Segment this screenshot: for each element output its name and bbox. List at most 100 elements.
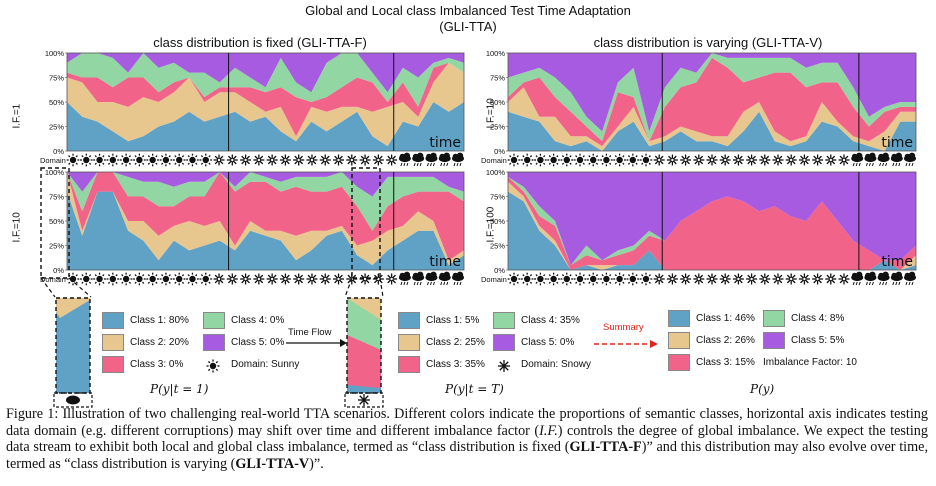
sunny-icon — [172, 272, 186, 286]
y-tick-label: 25% — [490, 123, 505, 132]
snowy-icon — [772, 154, 784, 166]
domain-label: Domain — [481, 156, 507, 165]
legend-after-domain: Domain: Snowy — [521, 359, 592, 370]
series-class2-area — [508, 87, 916, 151]
sunny-icon — [93, 153, 106, 167]
snowy-icon — [680, 154, 692, 166]
series-class4-area — [508, 53, 916, 142]
snowy-icon — [838, 273, 850, 285]
rainy-icon — [904, 271, 916, 286]
sunny-icon — [119, 153, 133, 167]
snowy-icon — [785, 154, 797, 166]
snowy-icon — [266, 154, 278, 166]
snowy-icon — [266, 273, 278, 285]
domain-label: Domain — [40, 275, 66, 284]
y-tick-label: 75% — [49, 74, 64, 83]
left-panel-title: class distribution is fixed (GLI-TTA-F) — [153, 35, 367, 50]
rainy-icon — [877, 271, 890, 286]
legend-after-class3: Class 3: 35% — [426, 359, 485, 370]
series-class2-area — [67, 172, 464, 266]
sunny-icon — [159, 272, 173, 286]
series-class1-area — [67, 191, 464, 270]
snowy-icon — [693, 273, 705, 285]
domain-label: Domain — [40, 156, 66, 165]
series-class4-area — [67, 53, 464, 107]
sunny-icon — [186, 153, 199, 167]
swatch-class4 — [493, 312, 515, 329]
snowy-icon — [719, 154, 731, 166]
snowy-icon — [213, 273, 225, 285]
series-class1-area — [67, 102, 464, 151]
rainy-icon — [877, 152, 890, 167]
sunny-icon — [106, 153, 120, 167]
y-tick-label: 25% — [49, 242, 64, 251]
snowy-icon — [333, 273, 345, 285]
y-tick-label: 100% — [486, 168, 506, 177]
series-class5-area — [508, 172, 916, 266]
sunny-icon — [534, 272, 547, 286]
rainy-icon — [890, 152, 903, 167]
sunny-icon — [106, 272, 120, 286]
snowy-icon — [293, 273, 305, 285]
legend-after-class5: Class 5: 0% — [521, 337, 575, 348]
sunny-icon — [507, 272, 521, 286]
caption-text-4: )”. — [309, 455, 324, 472]
snowy-icon — [706, 273, 718, 285]
domain-icon-row — [66, 152, 464, 167]
sunny-icon — [573, 272, 587, 286]
sunny-icon — [146, 153, 159, 167]
y-tick-label: 50% — [490, 217, 505, 226]
rainy-icon — [864, 271, 877, 286]
snowy-icon — [719, 273, 731, 285]
sunny-icon — [93, 272, 106, 286]
sunny-icon — [586, 153, 600, 167]
legend-before-domain: Domain: Sunny — [231, 359, 300, 370]
sunny-icon — [79, 272, 93, 286]
y-tick-label: 75% — [49, 193, 64, 202]
swatch-class1 — [398, 312, 420, 329]
series-class2-area — [67, 62, 464, 147]
y-tick-label: 0% — [494, 266, 505, 275]
caption-if-term: I.F. — [539, 422, 558, 439]
rainy-icon — [412, 271, 425, 286]
time-flow-arrow — [286, 339, 347, 347]
snowy-icon — [746, 273, 758, 285]
swatch-class2 — [668, 332, 690, 349]
snowy-icon — [240, 273, 252, 285]
snowy-icon — [226, 154, 238, 166]
chart-panel-4: 100% 75% 50% 25% 0% time Domain — [481, 168, 917, 286]
snowy-icon — [279, 273, 291, 285]
swatch-class3 — [398, 356, 420, 373]
rainy-icon — [438, 152, 451, 167]
sunny-icon — [507, 153, 521, 167]
inset-start — [53, 297, 93, 408]
rainy-icon — [864, 152, 877, 167]
sunny-icon — [547, 153, 560, 167]
chart-panel-1: 100% 75% 50% 25% 0% time Domain — [40, 49, 465, 167]
snowy-icon — [838, 154, 850, 166]
sunny-icon — [66, 153, 80, 167]
legend-global-class3: Class 3: 15% — [696, 357, 755, 368]
sunny-icon — [639, 153, 653, 167]
snowy-icon — [346, 154, 358, 166]
legend-after-class4: Class 4: 35% — [521, 315, 580, 326]
selection-box-end — [351, 167, 381, 279]
rainy-icon — [398, 152, 411, 167]
snowy-icon — [666, 273, 678, 285]
snowy-icon — [732, 154, 744, 166]
inset-end — [344, 297, 384, 408]
series-class3-area — [508, 57, 916, 147]
snowy-icon — [333, 154, 345, 166]
figure-caption: Figure 1: Illustration of two challengin… — [6, 406, 928, 472]
sunny-icon — [146, 272, 159, 286]
swatch-class5 — [493, 334, 515, 351]
y-tick-label: 0% — [53, 147, 64, 156]
caption-bold-f: GLI-TTA-F — [569, 439, 642, 455]
y-tick-label: 0% — [53, 266, 64, 275]
legend-before-class5: Class 5: 0% — [231, 337, 285, 348]
swatch-class3 — [102, 356, 124, 373]
series-class3-area — [67, 172, 464, 261]
series-class5-area — [508, 53, 916, 132]
snowy-icon — [240, 154, 252, 166]
sunny-icon — [626, 153, 640, 167]
